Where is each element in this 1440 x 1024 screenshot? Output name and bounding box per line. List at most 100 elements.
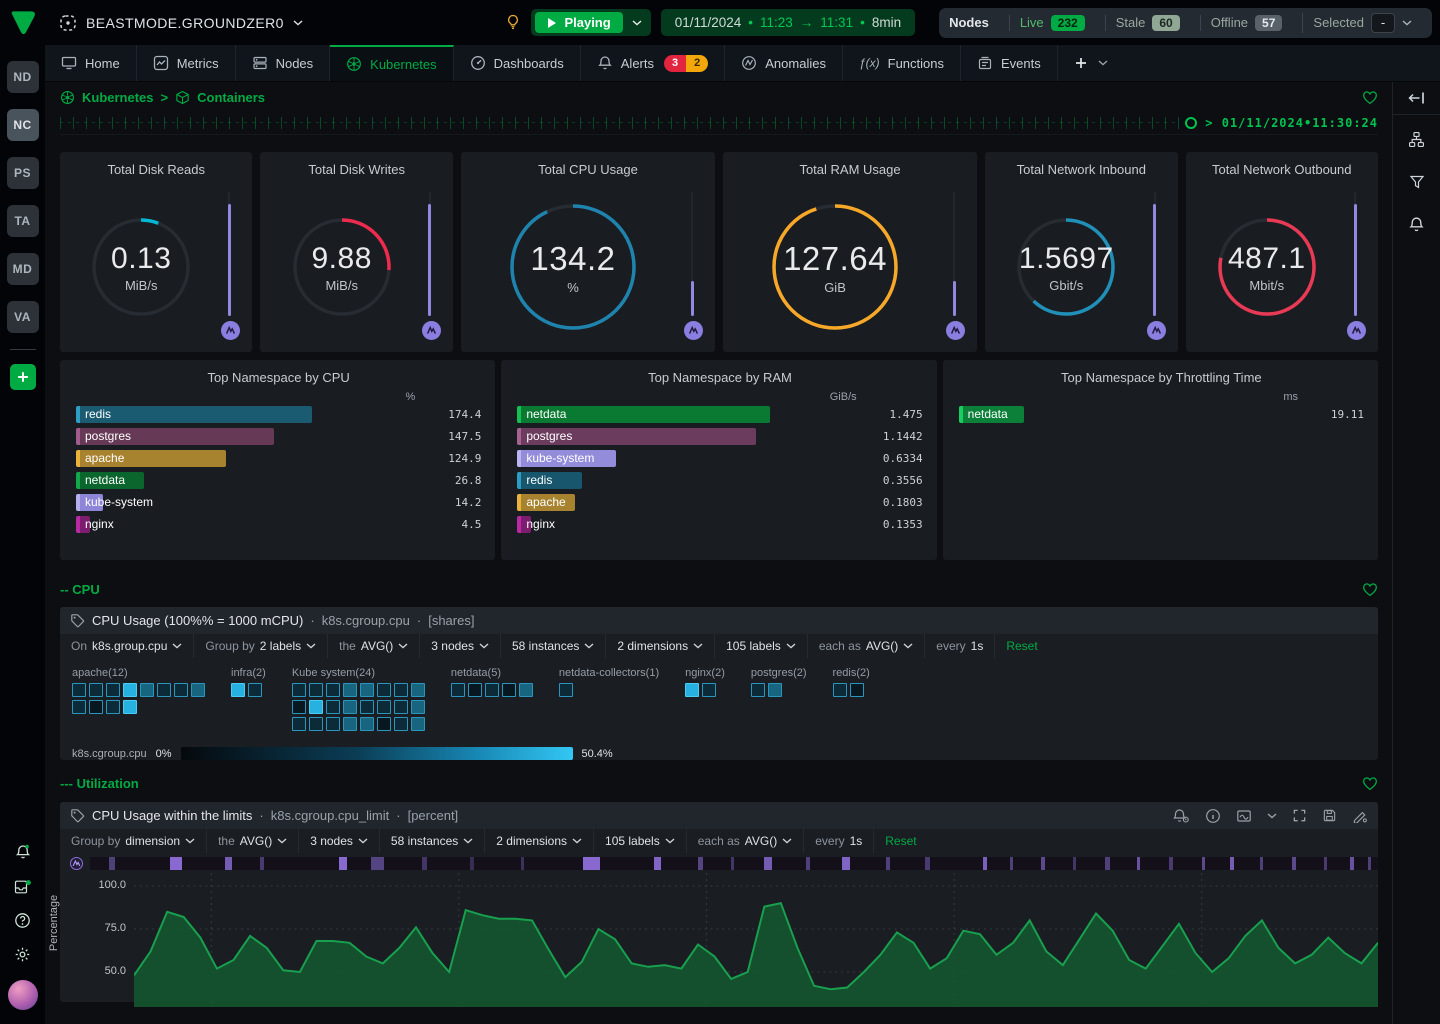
heatmap-cell[interactable]: [291, 683, 306, 697]
selected-nodes-box[interactable]: -: [1371, 12, 1395, 33]
add-tab-button[interactable]: [1058, 45, 1124, 81]
timeline-marker[interactable]: [1185, 117, 1198, 129]
heatmap-cell[interactable]: [410, 700, 425, 714]
namespace-bar[interactable]: [76, 450, 227, 467]
save-icon[interactable]: [1322, 808, 1337, 823]
namespace-bar[interactable]: [76, 494, 104, 511]
anomaly-slider[interactable]: [222, 192, 236, 316]
selected-chevron-icon[interactable]: [1402, 19, 1412, 26]
heatmap-cell[interactable]: [89, 683, 103, 697]
fullscreen-icon[interactable]: [1292, 808, 1307, 823]
namespace-bar[interactable]: [517, 472, 583, 489]
heatmap-cell[interactable]: [558, 683, 573, 697]
control-dimension[interactable]: Group by dimension: [60, 829, 208, 853]
heatmap-cell[interactable]: [342, 683, 357, 697]
tabs-chevron-icon[interactable]: [1098, 60, 1108, 66]
namespace-bar[interactable]: [76, 472, 145, 489]
space-va[interactable]: VA: [6, 301, 39, 333]
control-3-nodes[interactable]: 3 nodes: [299, 829, 380, 853]
help-icon[interactable]: [14, 912, 31, 929]
breadcrumb-current[interactable]: Containers: [197, 89, 266, 105]
anomaly-badge-icon[interactable]: [421, 321, 441, 340]
control-105-labels[interactable]: 105 labels: [594, 829, 687, 853]
utilization-area-chart[interactable]: Percentage 100.0 75.0 50.0: [48, 873, 1378, 1007]
namespace-bar[interactable]: [517, 516, 531, 533]
play-chevron-icon[interactable]: [627, 19, 647, 26]
chart-type-chevron-icon[interactable]: [1267, 812, 1277, 819]
anomaly-slider[interactable]: [1148, 192, 1162, 316]
heatmap-cell[interactable]: [123, 700, 137, 714]
heatmap-cell[interactable]: [123, 683, 137, 697]
heatmap-cell[interactable]: [410, 717, 425, 731]
cpu-legend-gradient[interactable]: [180, 747, 573, 760]
tab-dashboards[interactable]: Dashboards: [454, 45, 581, 81]
anomaly-rate-icon[interactable]: [69, 856, 84, 871]
heatmap-cell[interactable]: [231, 683, 245, 697]
heatmap-cell[interactable]: [359, 683, 374, 697]
control-1s[interactable]: every 1s: [804, 829, 875, 853]
control-105-labels[interactable]: 105 labels: [715, 634, 808, 658]
cpu-section-heart-icon[interactable]: [1362, 582, 1378, 597]
heatmap-cell[interactable]: [89, 700, 103, 714]
control-3-nodes[interactable]: 3 nodes: [420, 634, 501, 658]
heatmap-cell[interactable]: [376, 683, 391, 697]
heatmap-cell[interactable]: [393, 700, 408, 714]
alert-settings-icon[interactable]: [1172, 808, 1190, 824]
heatmap-cell[interactable]: [308, 700, 323, 714]
gauge-total-network-inbound[interactable]: Total Network Inbound 1.5697 Gbit/s: [985, 152, 1178, 352]
anomaly-ribbon[interactable]: [90, 857, 1378, 870]
gauge-total-cpu-usage[interactable]: Total CPU Usage 134.2%: [460, 152, 715, 352]
nodes-selected-seg[interactable]: Selected -: [1302, 12, 1422, 33]
namespace-bar[interactable]: [517, 406, 770, 423]
control-2-dimensions[interactable]: 2 dimensions: [606, 634, 716, 658]
heatmap-cell[interactable]: [359, 700, 374, 714]
anomaly-badge-icon[interactable]: [1347, 321, 1366, 340]
collapse-sidebar-icon[interactable]: [1407, 91, 1426, 105]
heatmap-cell[interactable]: [501, 683, 516, 697]
gauge-total-ram-usage[interactable]: Total RAM Usage 127.64 GiB: [723, 152, 978, 352]
heatmap-cell[interactable]: [291, 700, 306, 714]
space-nd[interactable]: ND: [6, 61, 39, 93]
utilization-plot[interactable]: [134, 873, 1378, 1007]
anomaly-slider[interactable]: [423, 192, 437, 316]
heatmap-cell[interactable]: [702, 683, 717, 697]
rail-alerts-bell-icon[interactable]: [1408, 216, 1425, 233]
netdata-logo-icon[interactable]: [0, 0, 45, 45]
space-nc[interactable]: NC: [6, 109, 39, 141]
heatmap-cell[interactable]: [140, 683, 154, 697]
heatmap-cell[interactable]: [174, 683, 188, 697]
heatmap-cell[interactable]: [467, 683, 482, 697]
namespace-bar[interactable]: [958, 406, 1024, 423]
heatmap-cell[interactable]: [376, 700, 391, 714]
heatmap-cell[interactable]: [191, 683, 205, 697]
nodes-live-seg[interactable]: Live 232: [1008, 14, 1095, 31]
namespace-bar[interactable]: [517, 428, 757, 445]
control-58-instances[interactable]: 58 instances: [501, 634, 607, 658]
heatmap-cell[interactable]: [325, 683, 340, 697]
anomaly-slider[interactable]: [947, 192, 961, 316]
namespace-bar[interactable]: [517, 450, 617, 467]
namespace-bar[interactable]: [76, 428, 274, 445]
heatmap-cell[interactable]: [832, 683, 847, 697]
breadcrumb-root[interactable]: Kubernetes: [82, 89, 154, 105]
heatmap-cell[interactable]: [376, 717, 391, 731]
add-space-button[interactable]: [9, 364, 36, 390]
docs-inbox-icon[interactable]: [13, 878, 32, 895]
heatmap-cell[interactable]: [308, 717, 323, 731]
heatmap-cell[interactable]: [106, 683, 120, 697]
namespace-bar[interactable]: [76, 406, 312, 423]
heatmap-cell[interactable]: [106, 700, 120, 714]
tab-events[interactable]: Events: [961, 45, 1058, 81]
timeline-ruler[interactable]: [60, 117, 1180, 129]
heatmap-cell[interactable]: [518, 683, 533, 697]
control-avg[interactable]: the AVG(): [328, 634, 421, 658]
annotate-icon[interactable]: [1352, 808, 1368, 823]
info-icon[interactable]: [1205, 808, 1221, 824]
namespace-bar[interactable]: [76, 516, 90, 533]
node-hierarchy-icon[interactable]: [1408, 131, 1425, 148]
control-avg[interactable]: each as AVG(): [687, 829, 805, 853]
control-2-labels[interactable]: Group by 2 labels: [194, 634, 329, 658]
date-range-picker[interactable]: 01/11/2024 • 11:23 → 11:31 • 8min: [660, 9, 916, 36]
tab-functions[interactable]: ƒ(x) Functions: [843, 45, 961, 81]
control-reset[interactable]: Reset: [995, 634, 1048, 658]
